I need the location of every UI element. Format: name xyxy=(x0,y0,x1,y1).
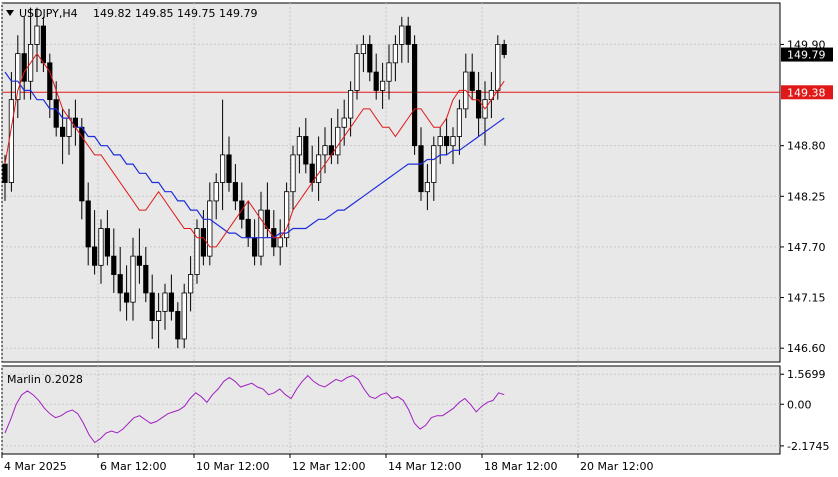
level-price-label: 149.38 xyxy=(787,86,826,99)
candle xyxy=(411,35,418,155)
symbol-title: USDJPY,H4 xyxy=(19,7,78,20)
candle xyxy=(501,39,507,59)
candle xyxy=(104,210,110,266)
candle xyxy=(367,35,373,82)
candle xyxy=(175,302,181,349)
candle xyxy=(162,283,168,330)
candle xyxy=(322,127,328,174)
price-tick-label: 148.80 xyxy=(787,140,826,153)
candle xyxy=(456,99,463,155)
time-tick-label: 10 Mar 12:00 xyxy=(196,460,269,473)
candle xyxy=(431,136,437,201)
candle xyxy=(47,53,53,119)
time-tick-label: 4 Mar 2025 xyxy=(4,460,67,473)
candle xyxy=(226,136,232,192)
candle xyxy=(124,265,130,321)
marlin-line xyxy=(4,374,505,444)
candle xyxy=(207,182,213,266)
indicator-axis: 1.5699 0.00 -2.1745 xyxy=(780,368,829,453)
indicator-tick-label: -2.1745 xyxy=(787,440,829,453)
indicator-panel-bg xyxy=(1,365,781,455)
indicator-grid xyxy=(1,366,780,454)
indicator-title: Marlin 0.2028 xyxy=(7,373,83,386)
ma-red-line xyxy=(4,52,505,248)
candle xyxy=(373,53,379,100)
price-tick-label: 147.15 xyxy=(787,292,826,305)
candle xyxy=(117,246,123,312)
candle xyxy=(424,164,431,211)
candle xyxy=(392,35,399,82)
candles-layer xyxy=(2,7,507,349)
candle xyxy=(379,62,386,109)
candle xyxy=(341,99,347,146)
indicator-tick-label: 0.00 xyxy=(787,398,812,411)
candle xyxy=(469,53,475,100)
candle xyxy=(315,136,322,201)
main-panel-bg xyxy=(1,2,781,363)
candle xyxy=(155,292,162,349)
candle xyxy=(405,16,411,63)
candle xyxy=(443,118,450,155)
candle xyxy=(168,274,174,321)
candle xyxy=(290,145,296,211)
ohlc-readout: 149.82 149.85 149.75 149.79 xyxy=(93,7,257,20)
candle xyxy=(98,219,104,284)
candle xyxy=(475,72,482,137)
time-tick-label: 20 Mar 12:00 xyxy=(580,460,653,473)
candle xyxy=(149,274,155,339)
candle xyxy=(386,44,392,100)
candle xyxy=(437,127,443,165)
current-price-label: 149.79 xyxy=(787,49,826,62)
candle xyxy=(354,44,360,100)
candle xyxy=(303,118,309,174)
candle xyxy=(34,7,40,73)
candle xyxy=(232,164,238,211)
time-tick-label: 18 Mar 12:00 xyxy=(484,460,557,473)
candle xyxy=(219,99,226,211)
price-tick-label: 148.25 xyxy=(787,190,826,203)
candle xyxy=(181,283,187,349)
candle xyxy=(21,16,27,100)
current-price-tag: 149.79 xyxy=(781,47,833,62)
time-axis: 4 Mar 2025 6 Mar 12:00 10 Mar 12:00 12 Mar … xyxy=(1,454,653,473)
candle xyxy=(187,256,194,312)
symbol-menu-triangle-icon[interactable] xyxy=(6,10,14,16)
candle xyxy=(399,16,405,63)
candle xyxy=(111,228,117,293)
candle xyxy=(15,35,21,119)
candle xyxy=(130,237,136,321)
candle xyxy=(450,127,456,165)
candle xyxy=(194,219,200,284)
price-tick-label: 146.60 xyxy=(787,342,826,355)
candle xyxy=(213,173,219,220)
candle xyxy=(283,182,290,247)
candle xyxy=(296,127,303,174)
candle xyxy=(143,246,149,303)
candle xyxy=(335,108,341,165)
candle xyxy=(85,182,91,266)
candle xyxy=(258,191,264,266)
time-tick-label: 12 Mar 12:00 xyxy=(292,460,365,473)
candle xyxy=(360,35,367,73)
indicator-tick-label: 1.5699 xyxy=(787,368,826,381)
candle xyxy=(136,228,142,284)
ma-blue-line xyxy=(4,71,505,239)
time-tick-label: 14 Mar 12:00 xyxy=(388,460,461,473)
time-tick-label: 6 Mar 12:00 xyxy=(100,460,166,473)
level-price-tag: 149.38 xyxy=(781,85,833,100)
price-tick-label: 147.70 xyxy=(787,241,826,254)
candle xyxy=(92,210,98,275)
